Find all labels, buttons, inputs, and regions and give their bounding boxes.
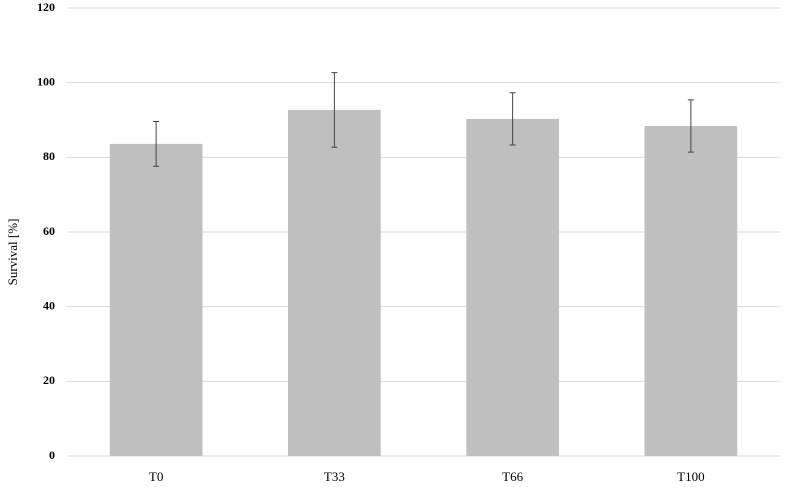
bar bbox=[288, 109, 381, 457]
x-tick-label: T66 bbox=[502, 469, 523, 484]
error-bar bbox=[509, 92, 516, 146]
y-tick-label: 120 bbox=[37, 0, 55, 14]
error-bar bbox=[153, 120, 160, 167]
y-tick-label: 100 bbox=[37, 74, 55, 88]
bar bbox=[109, 143, 203, 457]
y-tick-label: 80 bbox=[43, 149, 55, 163]
bar bbox=[644, 125, 738, 457]
error-bar bbox=[687, 99, 694, 153]
x-tick-label: T0 bbox=[149, 469, 163, 484]
x-tick-label: T100 bbox=[677, 469, 704, 484]
y-tick-label: 60 bbox=[43, 224, 55, 238]
y-axis-label: Survival [%] bbox=[5, 219, 20, 286]
x-tick-label: T33 bbox=[324, 469, 345, 484]
bar bbox=[466, 118, 559, 456]
y-tick-label: 20 bbox=[43, 373, 55, 387]
error-bar bbox=[331, 72, 338, 148]
y-tick-label: 40 bbox=[43, 298, 55, 312]
y-tick-label: 0 bbox=[49, 448, 55, 462]
